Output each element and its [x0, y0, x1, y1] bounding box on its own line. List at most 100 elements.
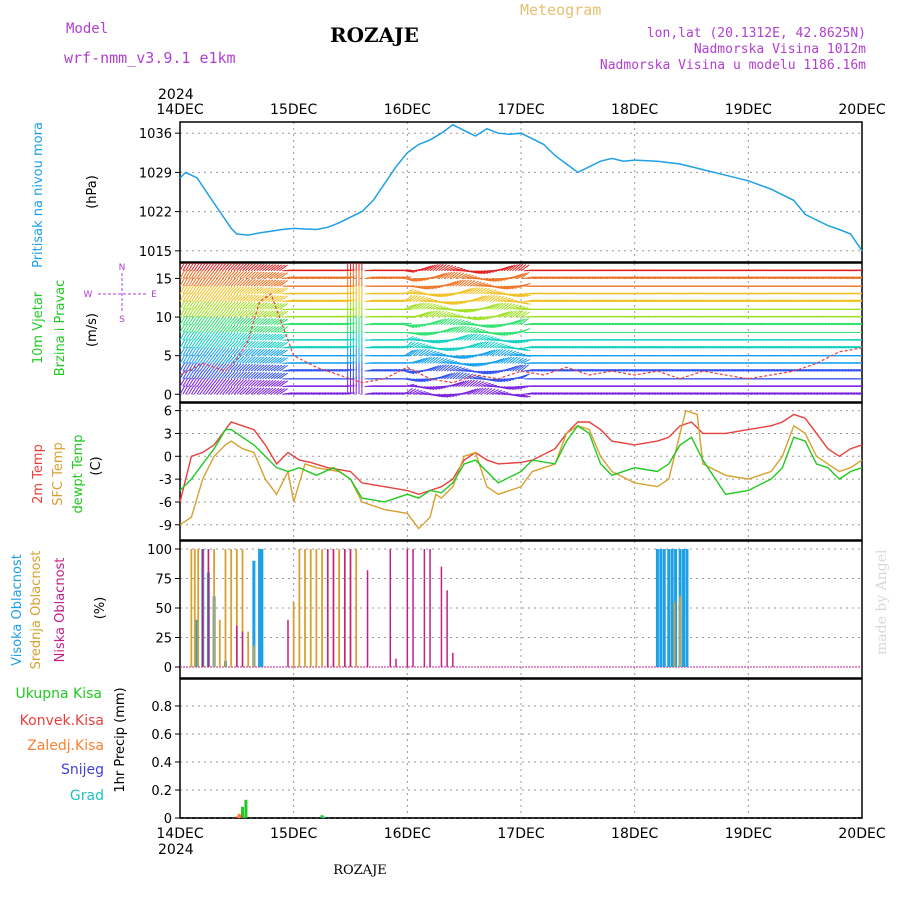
wind-barb: [230, 371, 239, 380]
wind-barb: [230, 317, 239, 326]
wind-barb: [472, 333, 481, 341]
wind-barb: [239, 286, 248, 295]
wind-barb: [205, 355, 212, 364]
wind-barb: [469, 342, 479, 349]
wind-barb: [438, 374, 448, 380]
wind-barb: [253, 302, 262, 310]
wind-barb: [267, 380, 277, 387]
wind-barb: [276, 287, 286, 295]
wind-barb: [506, 366, 516, 372]
wind-barb: [253, 294, 262, 302]
wind-barb: [247, 309, 256, 318]
wind-barb: [227, 371, 236, 380]
time-tick-label: 20DEC: [838, 826, 885, 842]
wind-barb: [472, 376, 483, 380]
wind-barb: [267, 279, 277, 287]
wind-barb: [250, 379, 259, 387]
wind-barb: [219, 386, 227, 395]
wind-barb: [222, 285, 230, 295]
wind-barb: [267, 271, 277, 279]
wind-barb: [478, 334, 488, 341]
wind-barb: [463, 279, 473, 287]
wind-barb: [236, 270, 245, 279]
wind-barb: [421, 345, 432, 349]
wind-barb: [424, 356, 433, 364]
wind-barb: [480, 288, 490, 295]
wind-barb: [262, 279, 271, 287]
wind-barb: [480, 335, 491, 341]
wind-barb: [520, 311, 530, 318]
wind-barb: [270, 271, 280, 279]
wind-barb: [412, 295, 422, 303]
wind-barb: [193, 362, 201, 372]
wind-barb: [483, 294, 493, 302]
wind-barb: [219, 339, 227, 349]
wind-barb: [230, 263, 239, 272]
wind-barb: [270, 287, 280, 295]
wind-barb: [859, 393, 862, 395]
wind-barb: [466, 316, 477, 321]
wind-barb: [495, 312, 505, 318]
wind-barb: [270, 349, 280, 357]
wind-barb: [415, 390, 426, 395]
wind-barb: [279, 326, 288, 333]
wind-barb: [227, 378, 236, 387]
wind-barb: [506, 285, 517, 289]
wind-barb: [250, 279, 259, 287]
wind-barb: [478, 341, 487, 349]
precip-panel: 0.8 0.6 0.4 0.2 0: [151, 678, 863, 827]
wind-barb: [472, 328, 483, 333]
wind-barb: [455, 268, 466, 272]
model-label: Model: [66, 21, 108, 37]
wind-barb: [222, 355, 230, 364]
wind-barb: [253, 263, 262, 272]
wind-barb: [279, 372, 288, 380]
wind-barb: [193, 354, 201, 364]
wind-barb: [429, 293, 440, 298]
wind-barb: [469, 327, 480, 333]
wind-barb: [264, 302, 274, 310]
wind-barb: [250, 309, 259, 318]
wind-barb: [421, 297, 432, 303]
wind-barb: [242, 348, 251, 357]
wind-barb: [279, 272, 288, 279]
wind-barb: [500, 297, 511, 303]
wind-barb: [435, 293, 446, 298]
wind-barb: [461, 288, 471, 295]
wind-barb: [441, 264, 450, 272]
wind-barb: [264, 264, 274, 272]
wind-barb: [478, 387, 487, 395]
wind-barb: [447, 360, 458, 364]
wind-barb: [469, 380, 479, 387]
wind-barb: [190, 308, 198, 318]
wind-barb: [245, 294, 253, 302]
wind-barb: [210, 301, 218, 310]
time-tick-label: 14DEC: [156, 102, 203, 118]
wind-barb: [270, 380, 280, 387]
wind-barb: [492, 378, 503, 383]
time-tick-label: 14DEC: [156, 826, 203, 842]
wind-barb: [205, 385, 212, 395]
wind-barb: [435, 306, 446, 310]
wind-barb: [503, 350, 513, 357]
wind-barb: [216, 386, 224, 395]
wind-barb: [273, 279, 283, 287]
wind-barb: [188, 263, 194, 271]
wind-barb: [185, 385, 192, 395]
wind-barb: [276, 333, 286, 341]
wind-barb: [210, 308, 218, 318]
wind-barb: [253, 379, 262, 387]
wind-barb: [492, 358, 502, 364]
wind-barb: [202, 370, 209, 380]
wind-barb: [427, 285, 438, 289]
wind-barb: [239, 371, 248, 380]
wind-barb: [466, 388, 476, 395]
wind-barb: [409, 389, 420, 395]
wind-barb: [193, 285, 201, 295]
wind-barb: [250, 286, 259, 295]
wind-barb: [250, 371, 259, 380]
wind-barb: [233, 371, 242, 380]
wind-barb: [230, 355, 239, 364]
wind-barb: [421, 302, 430, 310]
wind-barb: [446, 318, 456, 326]
